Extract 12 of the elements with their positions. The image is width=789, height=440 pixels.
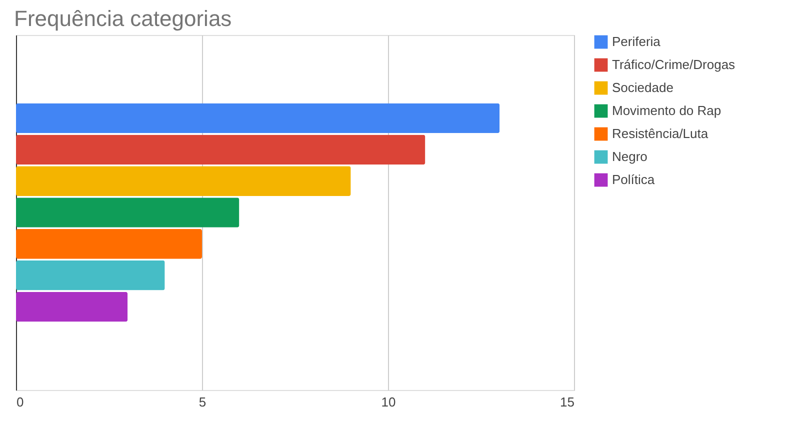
legend-label: Negro [612,149,648,164]
legend-label: Tráfico/Crime/Drogas [612,57,736,72]
legend-label: Periferia [612,34,662,49]
x-tick-label: 0 [16,394,24,410]
legend-label: Movimento do Rap [612,103,722,118]
legend-label: Sociedade [612,80,674,95]
legend-label: Política [612,172,656,187]
x-tick-label: 10 [381,394,396,410]
legend-label: Resistência/Luta [612,126,709,141]
chart-title: Frequência categorias [14,6,232,31]
x-tick-label: 5 [198,394,206,410]
x-tick-label: 15 [560,394,574,410]
